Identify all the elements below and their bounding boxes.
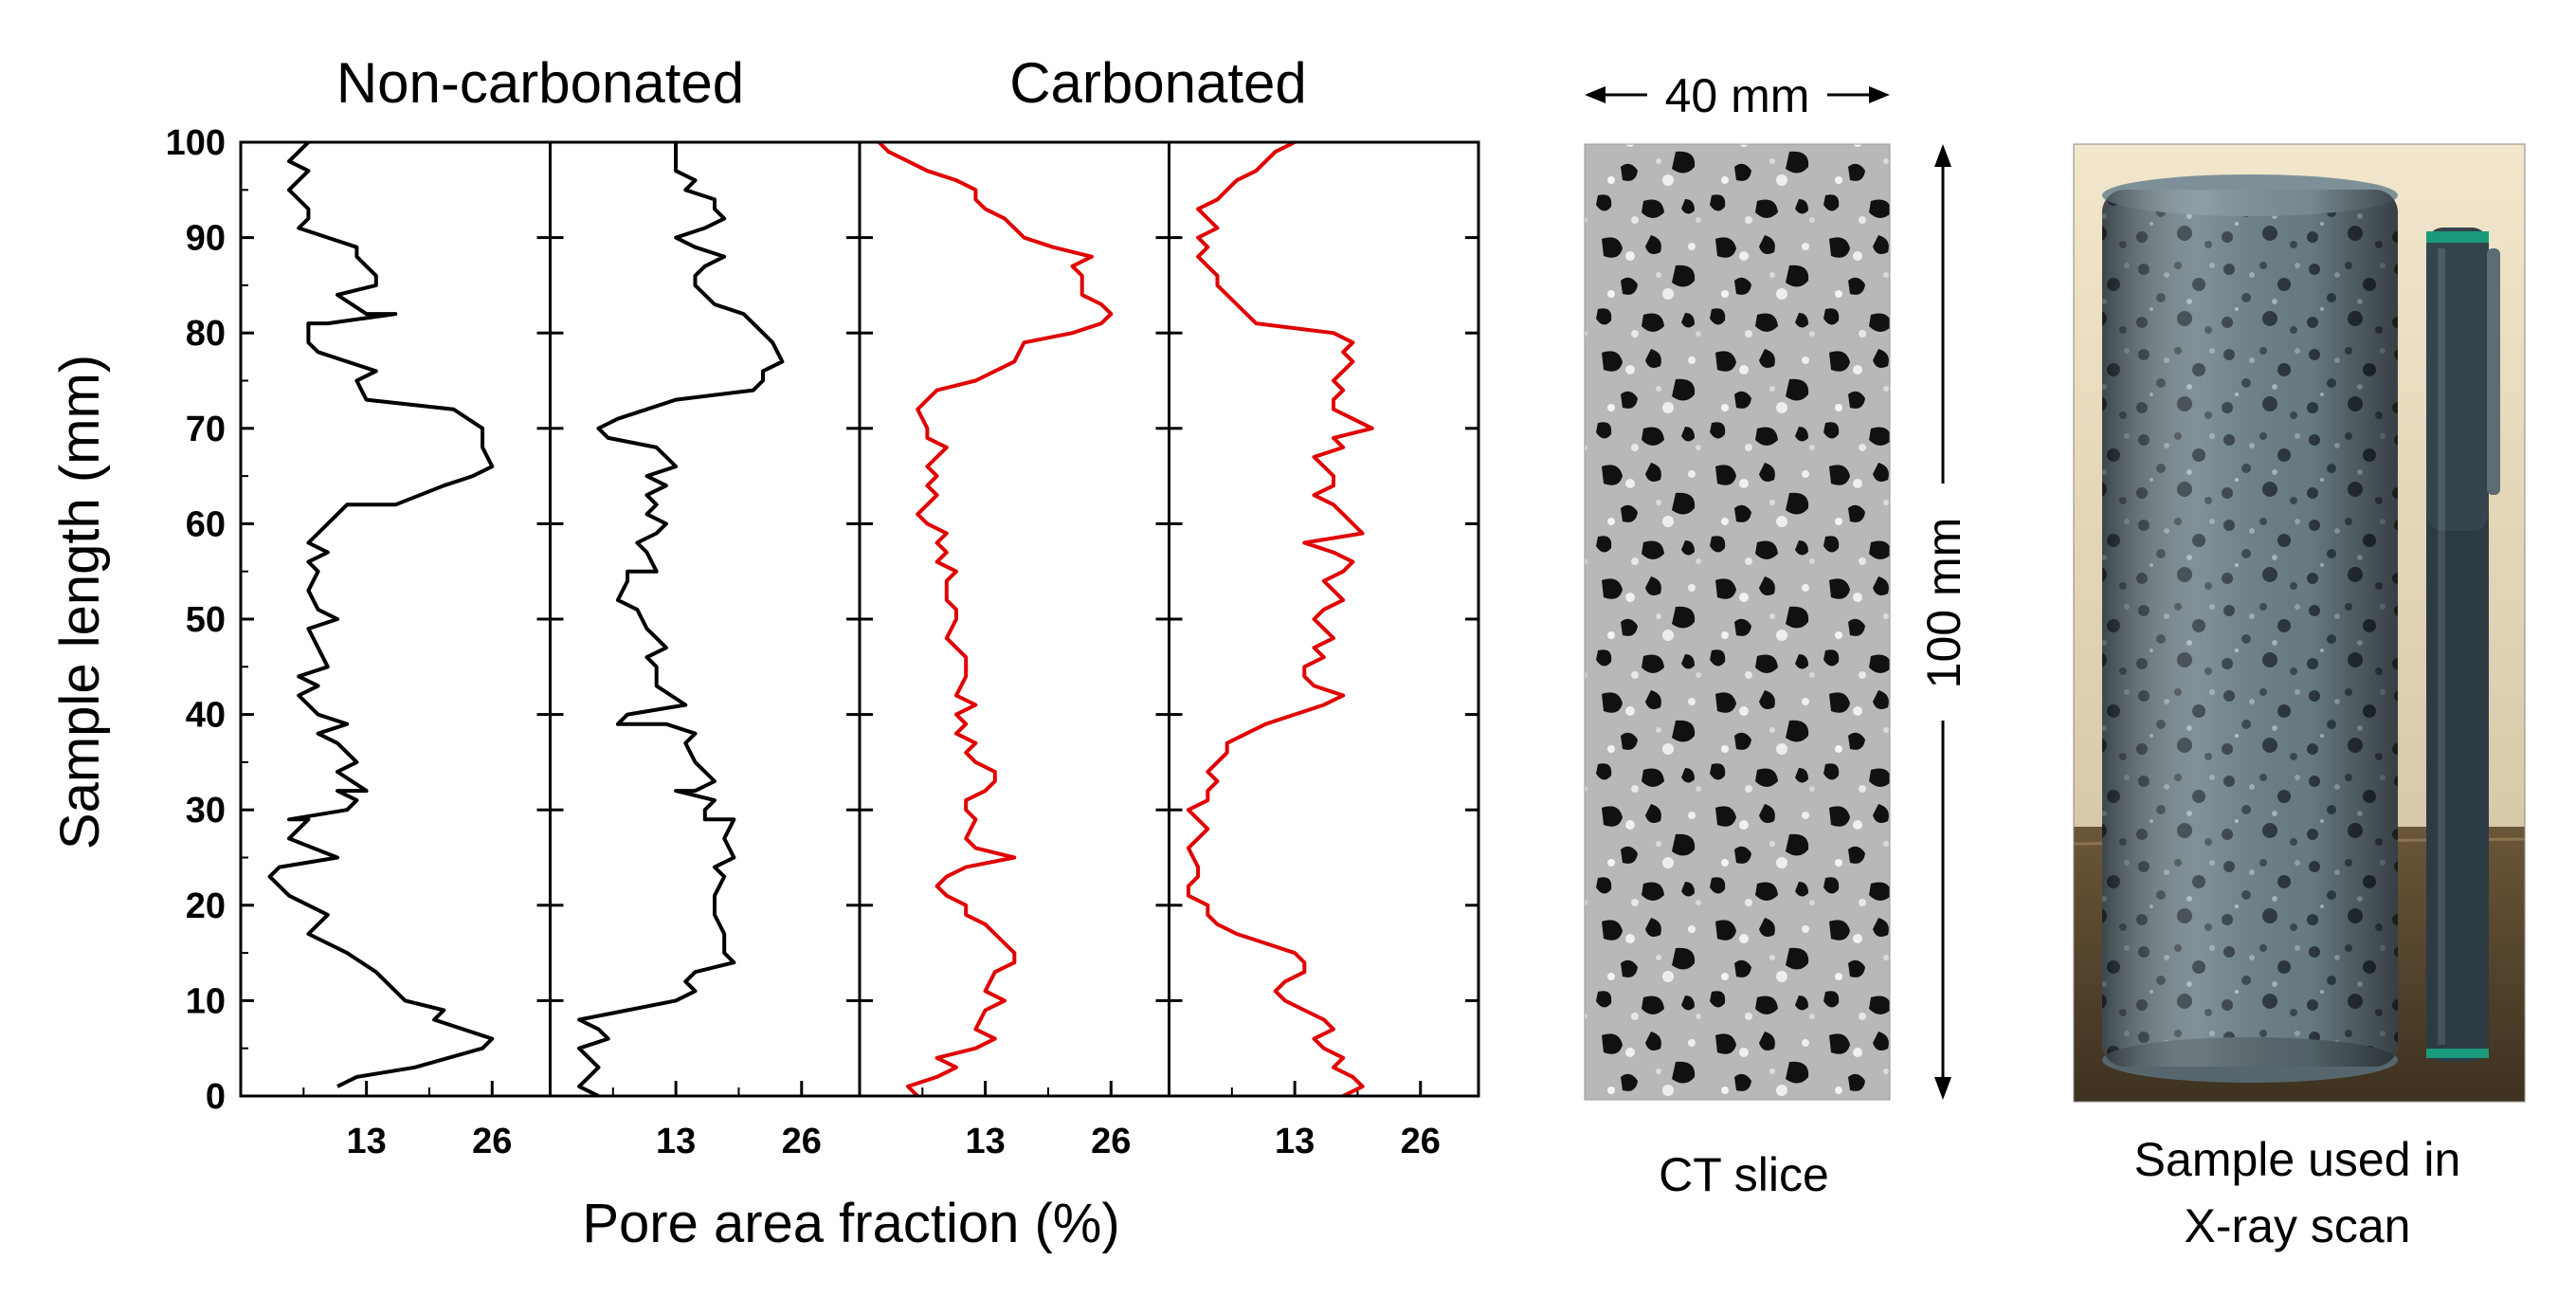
ct-slice-image: [1585, 144, 1890, 1100]
ct-slice-border: [1584, 143, 1891, 1101]
panel-1: 13 26: [239, 140, 552, 1161]
y-axis-title: Sample length (mm): [49, 355, 111, 849]
pen-bottom-band: [2426, 1049, 2489, 1058]
y-tick-label: 0: [206, 1077, 226, 1117]
panel-3: 13 26: [858, 140, 1170, 1161]
group-title-carbonated: Carbonated: [1009, 51, 1307, 115]
width-arrow-left-icon: [1585, 86, 1605, 103]
ct-slice-panel: 40 mm 100 mm CT slice: [1584, 69, 1970, 1201]
y-tick-label: 90: [186, 219, 226, 259]
panel-frame: [1168, 140, 1480, 1098]
y-tick-label: 100: [166, 123, 226, 163]
ct-width-label: 40 mm: [1665, 69, 1810, 122]
y-tick-label: 20: [186, 886, 226, 926]
x-tick-label: 26: [472, 1122, 512, 1161]
y-tick-label: 40: [186, 696, 226, 736]
pen-cap: [2426, 228, 2489, 531]
photo-border: [2073, 143, 2526, 1103]
x-tick-label: 26: [782, 1122, 822, 1161]
x-axis-title: Pore area fraction (%): [582, 1193, 1119, 1254]
y-tick-label: 50: [186, 600, 226, 640]
pen-clip: [2487, 248, 2500, 495]
y-tick-label: 70: [186, 410, 226, 449]
ct-slice-caption: CT slice: [1659, 1148, 1829, 1201]
y-tick-label: 30: [186, 791, 226, 831]
y-axis: 0 10 20 30 40 50 60 70 80 90 100: [166, 123, 254, 1117]
panel-4: 13 26: [1168, 140, 1480, 1161]
photo-caption-line-1: Sample used in: [2134, 1133, 2461, 1186]
y-tick-label: 10: [186, 981, 226, 1021]
x-tick-label: 26: [1401, 1122, 1441, 1161]
width-arrow-right-icon: [1869, 86, 1890, 103]
sample-photo-panel: Sample used in X-ray scan: [2073, 143, 2526, 1252]
sample-cylinder-shading: [2102, 190, 2398, 1067]
series-line-3: [877, 140, 1114, 1098]
panel-2: 13 26: [549, 140, 862, 1161]
series-line-1: [267, 140, 495, 1088]
pen-cap-band: [2426, 231, 2489, 243]
pore-fraction-chart: Non-carbonated Carbonated Sample length …: [49, 51, 1480, 1254]
x-tick-label: 13: [347, 1122, 387, 1161]
panel-frame: [549, 140, 862, 1098]
y-tick-label: 60: [186, 504, 226, 544]
series-line-2: [577, 142, 785, 1098]
x-tick-label: 13: [966, 1122, 1006, 1161]
height-arrow-down-icon: [1934, 1077, 1951, 1100]
panels: 13 26 13 26 13 26 13 26: [239, 140, 1480, 1161]
photo-caption-line-2: X-ray scan: [2185, 1199, 2411, 1252]
height-arrow-up-icon: [1934, 144, 1951, 167]
y-tick-label: 80: [186, 314, 226, 354]
x-tick-label: 13: [656, 1122, 696, 1161]
series-line-4: [1186, 140, 1374, 1098]
panel-frame: [239, 140, 552, 1098]
x-tick-label: 26: [1091, 1122, 1131, 1161]
group-title-noncarbonated: Non-carbonated: [336, 51, 744, 115]
pen-highlight: [2438, 248, 2445, 1045]
ct-height-label: 100 mm: [1917, 518, 1970, 689]
x-tick-label: 13: [1275, 1122, 1315, 1161]
